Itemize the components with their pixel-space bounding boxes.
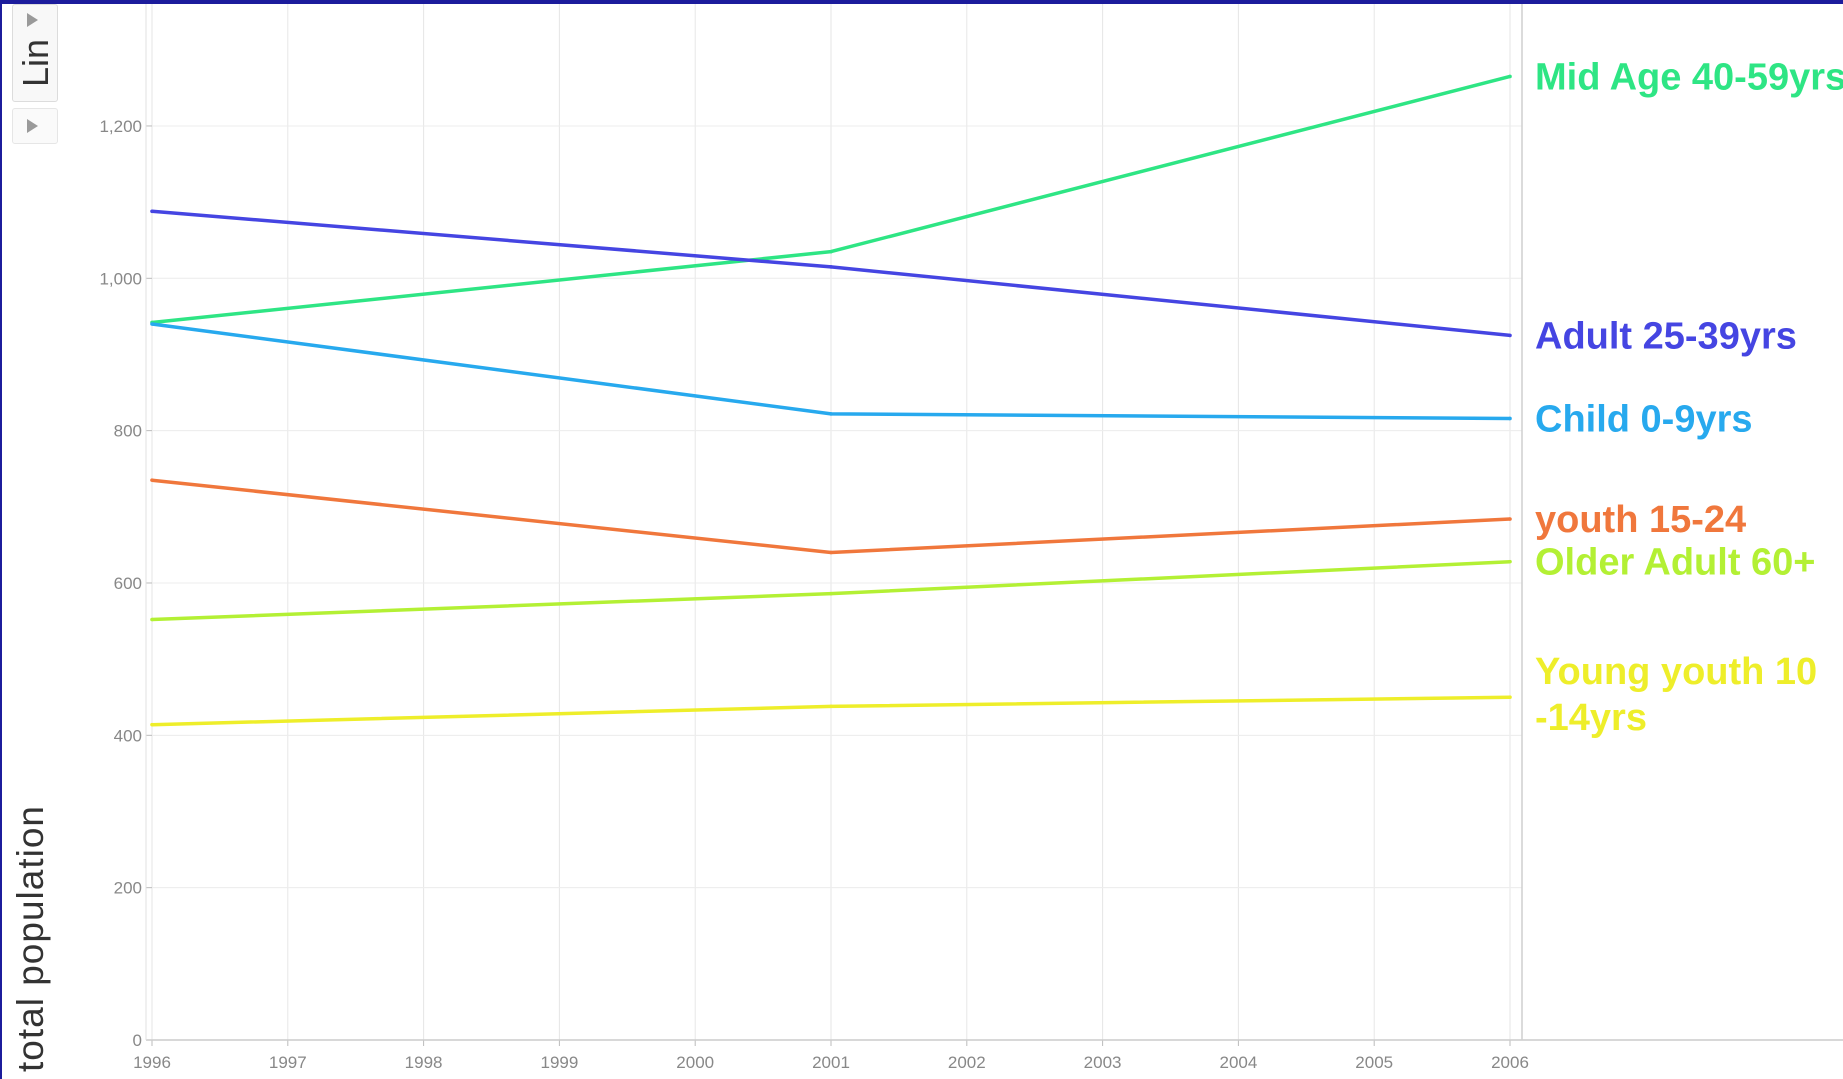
- y-tick-label: 800: [114, 422, 142, 441]
- expand-triangle-icon: [27, 13, 38, 27]
- series-end-label: Child 0-9yrs: [1535, 398, 1753, 440]
- data-point: [829, 704, 833, 709]
- y-tick-label: 600: [114, 574, 142, 593]
- data-point: [1508, 333, 1512, 338]
- x-tick-label: 2003: [1084, 1053, 1122, 1072]
- x-tick-label: 1998: [405, 1053, 443, 1072]
- series-end-label-line: Child 0-9yrs: [1535, 398, 1753, 440]
- data-point: [150, 617, 154, 622]
- data-point: [150, 322, 154, 326]
- x-tick-label: 2001: [812, 1053, 850, 1072]
- data-point: [829, 591, 833, 596]
- y-tick-label: 0: [133, 1031, 142, 1050]
- scale-toggle-button[interactable]: Lin: [12, 4, 58, 102]
- series-end-label: Adult 25-39yrs: [1535, 315, 1797, 357]
- x-tick-label: 2006: [1491, 1053, 1529, 1072]
- series-end-label-line: Adult 25-39yrs: [1535, 315, 1797, 357]
- x-tick-label: 1996: [133, 1053, 171, 1072]
- y-axis-label: total population: [10, 805, 51, 1072]
- grid-layer: [151, 4, 1522, 1041]
- scale-label: Lin: [15, 38, 56, 87]
- x-tick-label: 2004: [1219, 1053, 1257, 1072]
- axis-layer: 1996 1997 1998 1999 2000 2001 2002 2003 2004 2005…: [99, 4, 1843, 1072]
- line-chart: 1996 1997 1998 1999 2000 2001 2002 2003 2004 2005…: [99, 4, 1843, 1072]
- chart-frame: 1996 1997 1998 1999 2000 2001 2002 2003 2004 2005…: [2, 4, 1843, 1079]
- x-tick-label: 1997: [269, 1053, 307, 1072]
- series-end-label: Mid Age 40-59yrs: [1535, 56, 1843, 98]
- x-tick-label: 2005: [1355, 1053, 1393, 1072]
- data-point: [1508, 517, 1512, 521]
- x-tick-label: 2000: [676, 1053, 714, 1072]
- axis-options-button[interactable]: [12, 108, 58, 144]
- series-end-label-line: Young youth 10: [1535, 651, 1817, 693]
- data-point: [150, 209, 154, 214]
- y-tick-label: 200: [114, 879, 142, 898]
- series-end-label-line: Mid Age 40-59yrs: [1535, 56, 1843, 98]
- data-point: [1508, 74, 1512, 79]
- series-end-label: Young youth 10 -14yrs: [1535, 651, 1817, 739]
- series-layer: [150, 74, 1512, 727]
- data-point: [1508, 416, 1512, 421]
- data-point: [150, 478, 154, 482]
- data-point: [829, 550, 833, 555]
- x-tick-label: 2002: [948, 1053, 986, 1072]
- left-control-panel: Lin total population: [2, 4, 60, 1079]
- label-layer: Mid Age 40-59yrs Adult 25-39yrs Child 0-9y…: [1535, 56, 1843, 739]
- series-end-label: Older Adult 60+: [1535, 542, 1816, 584]
- x-tick-label: 1999: [540, 1053, 578, 1072]
- data-point: [150, 722, 154, 727]
- data-point: [829, 412, 833, 416]
- series-end-label-line: youth 15-24: [1535, 499, 1746, 541]
- y-tick-label: 1,000: [99, 269, 142, 288]
- data-point: [829, 265, 833, 269]
- y-tick-label: 1,200: [99, 117, 142, 136]
- y-tick-label: 400: [114, 726, 142, 745]
- expand-triangle-icon: [27, 119, 38, 133]
- data-point: [1508, 695, 1512, 700]
- series-end-label-line: Older Adult 60+: [1535, 542, 1816, 584]
- series-end-label: youth 15-24: [1535, 499, 1746, 541]
- data-point: [1508, 559, 1512, 564]
- series-end-label-line: -14yrs: [1535, 697, 1647, 739]
- data-point: [829, 249, 833, 254]
